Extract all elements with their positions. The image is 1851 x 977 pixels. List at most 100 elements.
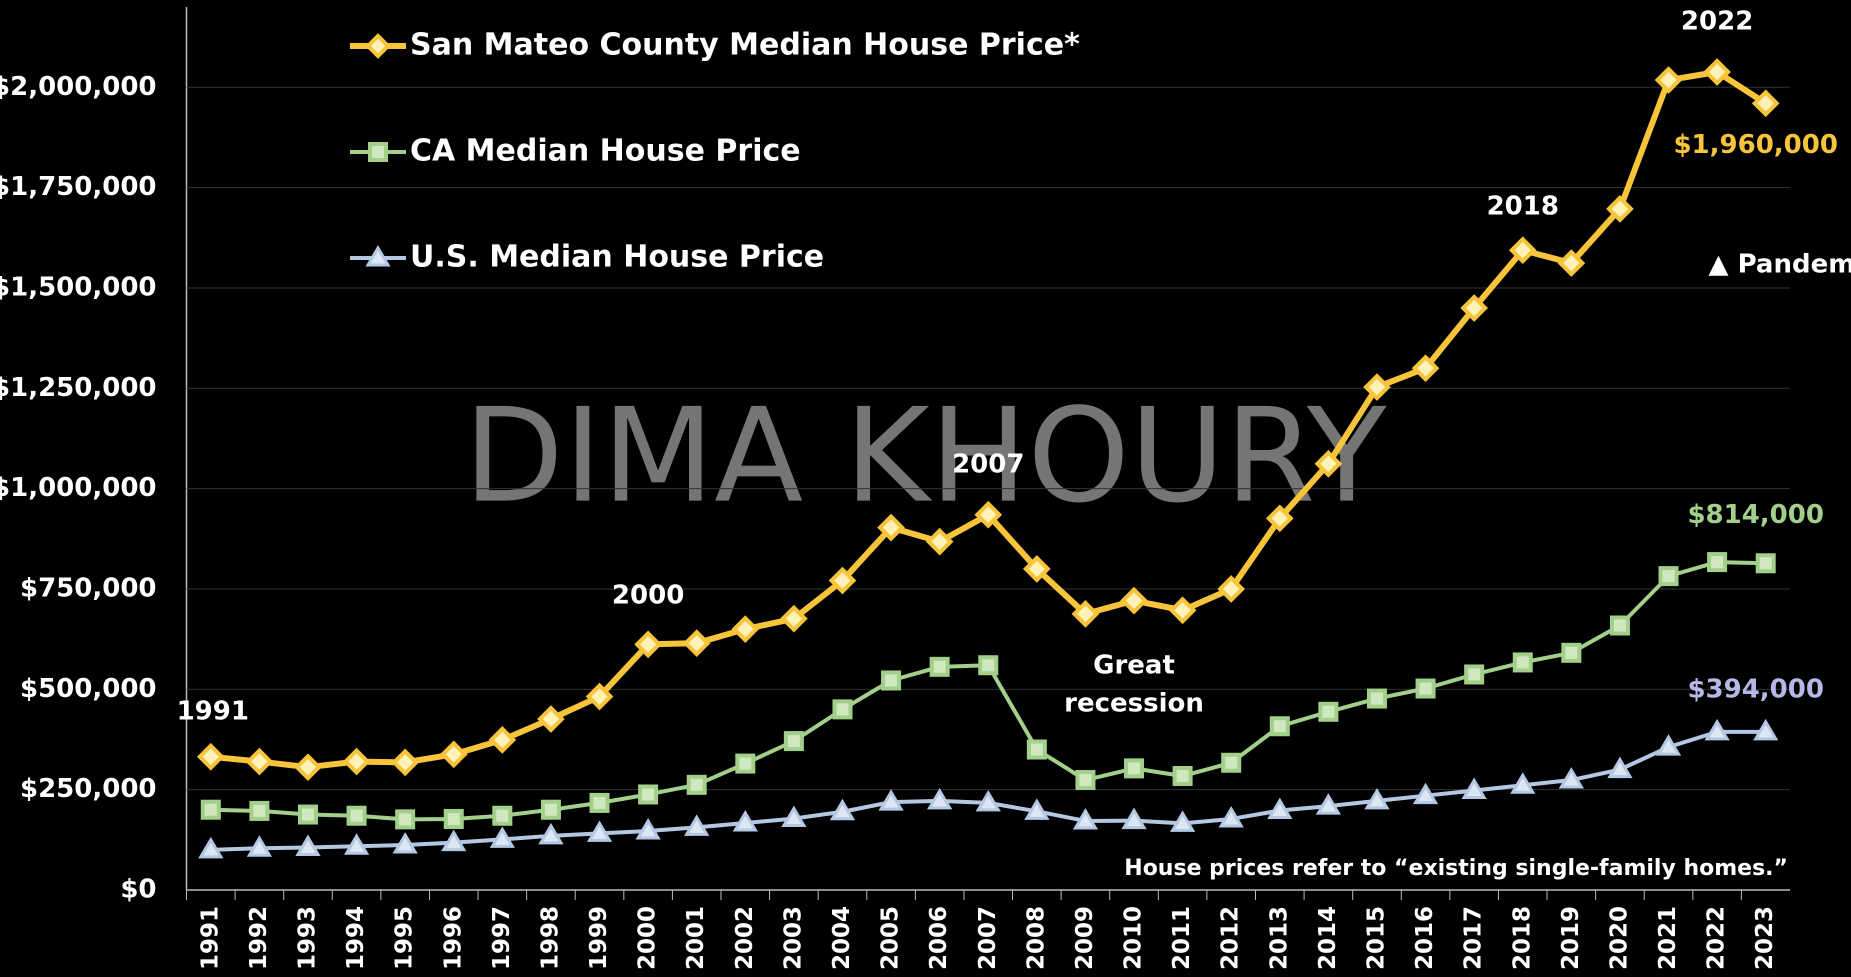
point [1512,652,1533,673]
value-label: $394,000 [1687,674,1824,704]
annotation: 2018 [1487,192,1559,222]
point [877,513,905,542]
point [1124,758,1145,779]
point [1508,236,1537,265]
point [1315,793,1342,815]
point [1218,806,1244,828]
point [1558,767,1584,789]
annotation: ▲ Pandemic hits [1709,250,1851,280]
y-tick-label: $1,000,000 [0,473,157,503]
legend-marker [365,33,391,59]
x-tick-label: 2005 [878,906,904,970]
point [1172,766,1193,787]
point [246,835,273,857]
x-tick-label: 2019 [1558,906,1584,970]
x-tick-label: 1999 [586,906,612,970]
point [1217,575,1246,603]
point [537,705,565,733]
point [196,742,225,771]
x-tick-label: 2003 [780,906,806,970]
point [346,805,367,826]
y-tick-label: $250,000 [20,774,157,804]
x-tick-label: 2020 [1606,906,1632,970]
point [538,822,564,845]
point [684,814,710,836]
x-tick-label: 2016 [1412,906,1438,970]
point [878,789,904,811]
point [1411,354,1440,383]
x-tick-label: 2007 [975,906,1001,970]
y-tick-label: $500,000 [20,674,157,704]
point [1072,808,1099,830]
point [439,740,468,769]
point [927,787,953,810]
point [731,615,760,643]
point [732,810,758,832]
x-tick-label: 1996 [440,906,466,970]
point [1071,600,1100,628]
x-tick-label: 2011 [1169,906,1195,970]
x-tick-label: 1998 [537,906,563,970]
point [1412,782,1439,805]
point [829,798,856,821]
y-tick-label: $1,750,000 [0,172,157,202]
point [1314,449,1343,478]
point [391,748,419,777]
point [1755,553,1776,574]
point [1703,58,1731,86]
x-tick-label: 2001 [683,906,709,970]
y-tick-label: $750,000 [20,573,157,603]
point [1415,678,1436,699]
point [1366,688,1387,709]
point [1269,716,1290,737]
point [492,805,513,826]
point [1607,756,1633,779]
point [1121,807,1147,830]
point [441,829,467,852]
point [780,604,808,633]
point [488,726,517,754]
point [1460,294,1488,322]
point [925,527,954,556]
point [1318,701,1339,722]
y-tick-label: $1,250,000 [0,373,157,403]
x-tick-label: 1997 [489,906,515,970]
point [1654,66,1683,94]
x-tick-label: 2004 [829,906,855,970]
point [489,826,515,848]
point [1075,770,1096,791]
point [1221,752,1242,773]
point [297,804,318,825]
legend-label: U.S. Median House Price [410,240,824,275]
x-tick-label: 2022 [1704,906,1730,970]
point [249,800,270,821]
point [295,834,321,856]
point [200,799,221,820]
point [1561,642,1582,663]
footnote: House prices refer to “existing single-f… [1124,856,1788,881]
x-tick-label: 2002 [732,906,758,970]
point [1265,504,1294,533]
x-tick-label: 2023 [1752,906,1778,970]
point [735,753,756,774]
x-tick-label: 2000 [635,906,661,970]
point [1364,787,1390,810]
x-tick-label: 2012 [1218,906,1244,970]
point [198,836,224,859]
point [1168,596,1197,625]
value-label: $814,000 [1687,500,1824,530]
value-label: $1,960,000 [1673,130,1837,160]
x-tick-label: 1992 [246,906,272,970]
x-tick-label: 1993 [294,906,320,970]
point [589,792,610,813]
point [783,731,804,752]
point [1753,718,1779,741]
point [635,818,661,840]
point [828,566,857,595]
point [1464,664,1485,685]
x-tick-label: 2014 [1315,906,1341,970]
point [1267,797,1293,820]
point [1169,810,1196,832]
annotation: Great [1093,651,1175,681]
